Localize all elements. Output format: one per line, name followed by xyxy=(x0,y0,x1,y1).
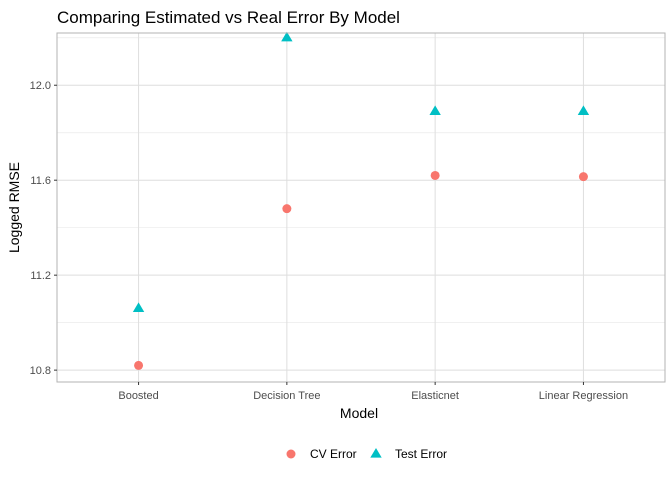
y-tick-label: 10.8 xyxy=(30,365,51,377)
y-axis-title: Logged RMSE xyxy=(6,162,22,253)
legend: CV Error Test Error xyxy=(286,447,447,461)
legend-test-error-label: Test Error xyxy=(395,447,447,461)
x-axis-title: Model xyxy=(340,405,378,421)
test-error-point xyxy=(281,31,293,42)
cv-error-point xyxy=(430,170,440,180)
y-tick-label: 12.0 xyxy=(30,80,51,92)
panel-background xyxy=(57,33,665,382)
test-error-point xyxy=(132,302,145,313)
cv-error-point xyxy=(134,360,144,370)
chart-title: Comparing Estimated vs Real Error By Mod… xyxy=(57,8,400,27)
legend-cv-error-label: CV Error xyxy=(310,447,357,461)
x-tick-label: Boosted xyxy=(118,390,158,402)
y-axis-ticks: 10.8 11.2 11.6 12.0 xyxy=(30,80,57,377)
cv-error-point xyxy=(578,172,588,182)
test-error-point xyxy=(577,105,590,115)
panel-border xyxy=(56,32,666,383)
y-tick-label: 11.2 xyxy=(30,270,51,282)
cv-error-point xyxy=(282,204,292,214)
x-tick-label: Elasticnet xyxy=(411,390,459,402)
legend-test-error-key xyxy=(370,448,382,458)
data-points xyxy=(132,31,590,370)
x-tick-label: Linear Regression xyxy=(539,390,628,402)
legend-cv-error-key xyxy=(286,449,296,459)
plot-panel xyxy=(56,31,666,383)
test-error-point xyxy=(429,105,441,115)
x-tick-label: Decision Tree xyxy=(253,390,320,402)
minor-gridlines xyxy=(57,37,665,323)
x-axis-ticks: Boosted Decision Tree Elasticnet Linear Reg… xyxy=(118,382,628,402)
y-tick-label: 11.6 xyxy=(30,175,51,187)
